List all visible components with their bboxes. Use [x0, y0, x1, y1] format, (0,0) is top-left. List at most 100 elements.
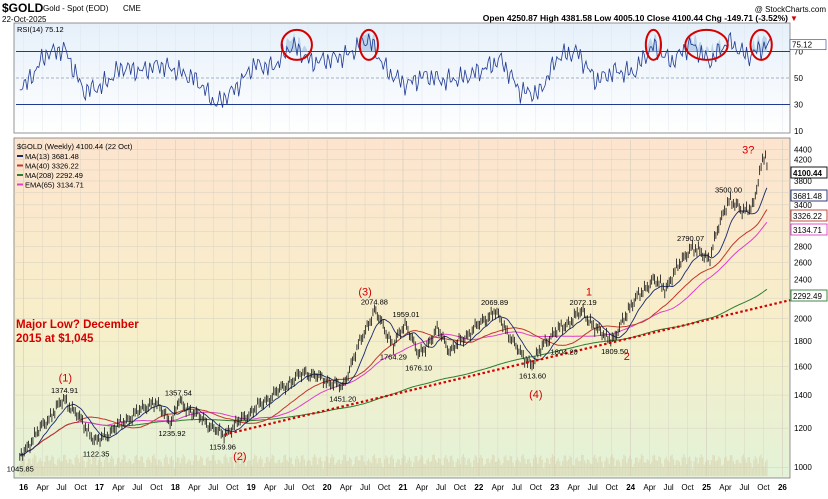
price-tag-label: 3326.22	[793, 212, 822, 221]
volume-bar	[265, 457, 268, 476]
volume-bar	[604, 460, 606, 476]
volume-bar	[116, 458, 119, 476]
volume-bar	[675, 460, 678, 476]
price-annotations: 1045.85 1374.91 1122.35 1357.54 1235.92 1159.…	[7, 186, 742, 474]
volume-bar	[430, 461, 432, 476]
volume-bar	[372, 456, 374, 476]
volume-bar	[464, 457, 466, 476]
volume-bar	[33, 454, 35, 476]
volume-bar	[261, 459, 263, 476]
volume-bar	[570, 457, 573, 476]
volume-bar	[203, 465, 205, 476]
volume-bar	[395, 462, 397, 476]
volume-bar	[665, 456, 667, 476]
volume-bar	[651, 462, 653, 476]
volume-bar	[241, 456, 243, 476]
volume-bar	[87, 457, 89, 476]
volume-bar	[392, 458, 394, 476]
volume-bar	[487, 458, 489, 476]
volume-bar	[319, 456, 322, 476]
volume-bar	[499, 460, 501, 476]
volume-bar	[157, 459, 160, 476]
volume-bar	[696, 457, 698, 476]
volume-bar	[763, 466, 765, 476]
volume-bar	[737, 459, 739, 476]
volume-bar	[424, 464, 427, 476]
y-tick-label: 1400	[794, 391, 812, 400]
volume-bar	[90, 464, 92, 476]
volume-bar	[118, 457, 120, 476]
x-tick-label: Apr	[188, 483, 201, 492]
volume-bar	[731, 455, 733, 476]
volume-bar	[296, 456, 298, 476]
rsi-legend: RSI(14) 75.12	[17, 25, 64, 34]
volume-bar	[344, 455, 346, 476]
volume-bar	[732, 461, 734, 476]
price-tag	[790, 166, 828, 179]
volume-bar	[25, 467, 27, 476]
price-annotation: 2074.88	[361, 298, 388, 307]
volume-bar	[477, 462, 479, 476]
volume-bar	[560, 465, 562, 476]
volume-bar	[543, 468, 545, 476]
ohlc-readout: Open 4250.87 High 4381.58 Low 4005.10 Cl…	[483, 13, 788, 23]
volume-bar	[108, 462, 110, 476]
volume-bar	[150, 462, 152, 476]
volume-bar	[742, 454, 745, 476]
volume-bar	[454, 467, 456, 476]
volume-bar	[459, 464, 462, 476]
x-tick-label: Oct	[378, 483, 391, 492]
volume-bar	[564, 455, 567, 476]
volume-bar	[35, 456, 37, 476]
volume-bar	[175, 462, 177, 476]
volume-bar	[287, 461, 289, 476]
volume-bar	[566, 461, 568, 476]
volume-bar	[540, 455, 542, 476]
volume-bar	[630, 459, 632, 476]
volume-bar	[527, 459, 529, 476]
rsi-y-tick-label: 30	[794, 101, 803, 110]
volume-bar	[312, 457, 314, 476]
volume-bar	[500, 465, 502, 476]
x-tick-label: Oct	[302, 483, 315, 492]
volume-bar	[276, 463, 278, 476]
x-tick-label: Oct	[454, 483, 467, 492]
volume-bar	[602, 468, 605, 476]
rsi-y-tick-label: 50	[794, 74, 803, 83]
rsi-panel: RSI(14) 75.12 70 50 30 10 75.12	[13, 22, 827, 136]
volume-bar	[373, 454, 375, 476]
volume-bar	[760, 454, 762, 476]
volume-bar	[397, 458, 399, 476]
volume-bar	[535, 457, 537, 476]
volume-bar	[111, 455, 113, 476]
volume-bar	[84, 467, 87, 476]
legend-entry: MA(40) 3326.22	[25, 162, 79, 171]
volume-bar	[198, 460, 200, 476]
rsi-overbought-fill	[285, 32, 768, 52]
volume-bar	[109, 458, 111, 476]
volume-bar	[531, 466, 533, 476]
volume-bar	[486, 458, 488, 476]
volume-bar	[620, 466, 622, 476]
volume-bar	[471, 467, 473, 476]
volume-bar	[258, 459, 260, 476]
rsi-highlight-circle	[749, 28, 773, 61]
volume-bar	[330, 457, 332, 476]
volume-bar	[475, 456, 478, 476]
ma40-line	[19, 209, 768, 456]
volume-bar	[420, 455, 422, 476]
volume-bar	[20, 457, 22, 476]
major-low-note-line2: 2015 at $1,045	[16, 333, 94, 345]
volume-bar	[481, 458, 483, 476]
volume-bar	[658, 456, 660, 476]
x-tick-label: Apr	[492, 483, 505, 492]
volume-bar	[318, 458, 320, 476]
volume-bar	[719, 458, 721, 476]
volume-bar	[473, 460, 475, 476]
volume-bar	[636, 457, 638, 476]
volume-bar	[640, 454, 643, 476]
wave-label: 2	[624, 351, 630, 363]
volume-bar	[694, 456, 697, 476]
volume-bar	[303, 459, 305, 476]
rsi-highlight-circle	[684, 28, 729, 61]
